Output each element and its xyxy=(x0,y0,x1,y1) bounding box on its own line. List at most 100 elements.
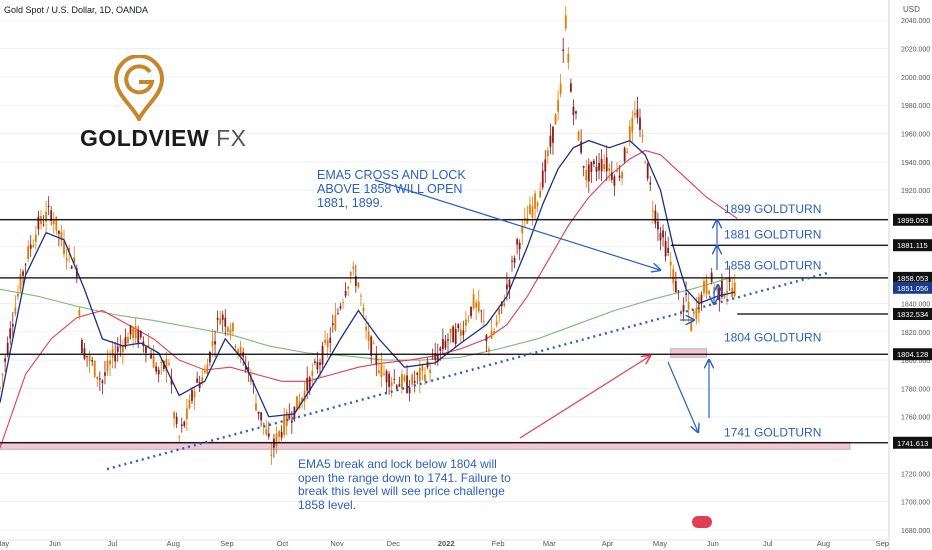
candle-body xyxy=(116,346,119,352)
level-annotation-label: 1899 GOLDTURN xyxy=(724,202,821,216)
candle-body xyxy=(439,347,442,351)
candle-body xyxy=(651,210,654,212)
ema-fast-line xyxy=(0,139,735,418)
candle-body xyxy=(498,308,501,315)
candle-body xyxy=(482,320,485,322)
candle-body xyxy=(546,150,549,157)
candle-body xyxy=(687,301,690,310)
logo-name-suffix: FX xyxy=(216,125,247,151)
candle-body xyxy=(60,232,63,241)
candle-body xyxy=(544,159,547,172)
candle-body xyxy=(349,272,352,276)
candle-body xyxy=(260,412,263,421)
candle-body xyxy=(239,346,242,357)
candle-body xyxy=(313,361,316,363)
x-tick-label: May xyxy=(653,539,667,548)
candle-body xyxy=(1,374,4,376)
current-price-label: 1851.056 xyxy=(897,284,928,293)
candle-body xyxy=(477,301,480,312)
candle-body xyxy=(421,365,424,371)
candle-body xyxy=(321,345,324,365)
candle-body xyxy=(265,429,268,435)
candle-body xyxy=(436,354,439,363)
candle-body xyxy=(418,367,421,381)
candle-body xyxy=(360,295,362,297)
candle-body xyxy=(129,325,132,335)
candle-body xyxy=(19,273,22,291)
candle-body xyxy=(104,372,106,376)
candle-body xyxy=(600,159,603,172)
candle-body xyxy=(726,290,728,293)
candle-body xyxy=(88,355,91,362)
candle-body xyxy=(388,373,391,387)
candle-body xyxy=(32,245,35,247)
candle-body xyxy=(168,363,170,365)
candle-body xyxy=(344,291,347,296)
candle-body xyxy=(347,286,350,289)
level-price-label: 1899.093 xyxy=(897,216,928,225)
candle-body xyxy=(211,341,214,346)
candle-body xyxy=(11,324,14,327)
candle-body xyxy=(541,170,544,188)
candle-body xyxy=(372,343,375,345)
y-tick-label: 1680.000 xyxy=(901,528,930,535)
candle-body xyxy=(636,109,639,118)
candle-body xyxy=(695,308,698,320)
candle-body xyxy=(608,168,611,171)
x-tick-label: Sep xyxy=(876,539,889,548)
candle-body xyxy=(710,272,713,282)
candle-body xyxy=(329,337,332,343)
annotation-line: EMA5 break and lock below 1804 will xyxy=(298,457,497,471)
candle-body xyxy=(664,240,667,257)
y-tick-label: 1820.000 xyxy=(901,330,930,337)
candle-body xyxy=(408,387,411,394)
candle-body xyxy=(413,380,416,383)
x-tick-label: Jun xyxy=(707,539,719,548)
candle-body xyxy=(529,204,531,214)
candle-body xyxy=(587,164,590,182)
candle-body xyxy=(150,354,152,359)
candle-body xyxy=(564,15,567,29)
candle-body xyxy=(677,290,680,292)
x-tick-label: May xyxy=(0,539,9,548)
candle-body xyxy=(654,210,657,224)
candle-body xyxy=(480,310,483,312)
candle-body xyxy=(667,247,670,253)
candle-body xyxy=(152,355,155,368)
x-tick-label: Mar xyxy=(543,539,556,548)
candle-body xyxy=(554,114,557,125)
candle-body xyxy=(185,408,188,420)
x-tick-label: Jul xyxy=(763,539,773,548)
candle-body xyxy=(503,303,506,306)
candle-body xyxy=(459,329,462,336)
axis-unit-label: USD xyxy=(903,5,920,14)
y-tick-label: 1920.000 xyxy=(901,188,930,195)
candle-body xyxy=(628,126,631,140)
candle-body xyxy=(14,307,17,314)
candle-body xyxy=(669,261,672,266)
candle-body xyxy=(505,284,508,290)
candle-body xyxy=(45,211,47,222)
candle-body xyxy=(590,161,593,173)
trendline xyxy=(106,271,831,471)
x-tick-label: 2022 xyxy=(438,539,455,548)
candle-body xyxy=(626,151,629,153)
x-tick-label: Sep xyxy=(220,539,233,548)
candle-body xyxy=(733,282,736,297)
candle-body xyxy=(96,376,99,380)
candle-body xyxy=(559,83,562,95)
candle-body xyxy=(183,421,186,427)
candle-body xyxy=(454,328,457,345)
candle-body xyxy=(649,182,652,185)
candle-body xyxy=(646,163,649,179)
candle-body xyxy=(700,294,703,304)
candle-body xyxy=(134,326,137,338)
candle-body xyxy=(452,326,455,343)
candle-body xyxy=(226,327,229,332)
candle-body xyxy=(703,281,705,293)
candle-body xyxy=(224,317,227,327)
annotation-line: 1858 level. xyxy=(298,497,357,512)
candle-body xyxy=(536,202,539,206)
candle-body xyxy=(357,282,360,288)
